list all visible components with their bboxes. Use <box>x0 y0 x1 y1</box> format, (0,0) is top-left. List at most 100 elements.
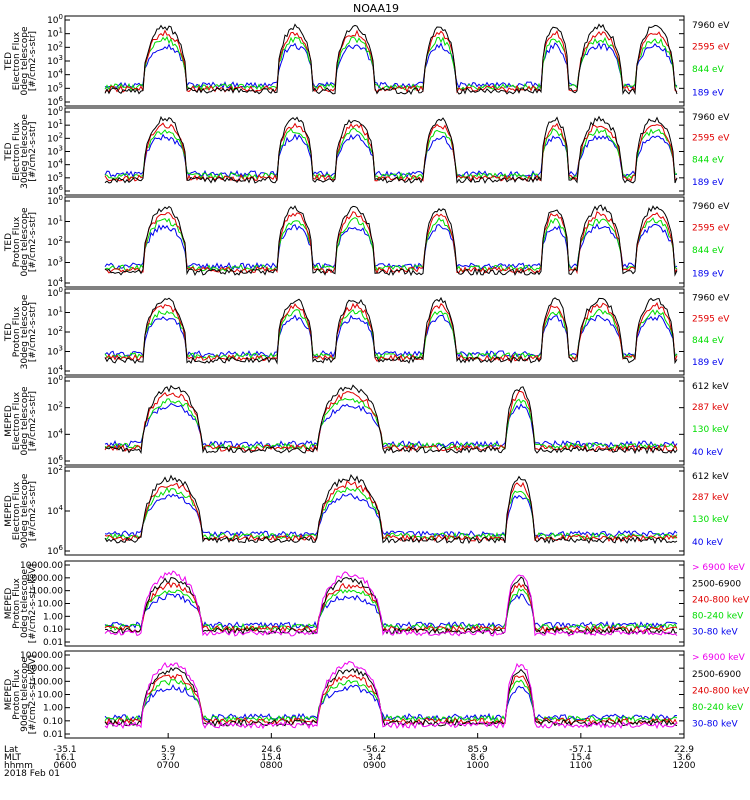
legend-entry: 7960 eV <box>692 294 730 304</box>
series-trace <box>104 570 678 637</box>
x-tick-mlt: 15.4 <box>571 753 591 763</box>
y-axis-label-line: Proton Flux <box>12 669 22 720</box>
y-axis-label-line: MEPED <box>4 405 14 437</box>
y-axis-label-line: 0deg telescope <box>20 26 30 96</box>
series-trace <box>104 133 678 179</box>
y-tick-label: 0.10 <box>43 717 63 727</box>
y-tick-label: 105 <box>47 171 63 184</box>
y-axis-label-line: 30deg telescope <box>20 294 30 369</box>
y-tick-label: 106 <box>47 95 63 108</box>
y-tick-label: 102 <box>47 401 63 414</box>
x-tick-hhmm: 1200 <box>673 761 696 771</box>
y-axis-label-line: Proton Flux <box>12 216 22 267</box>
y-tick-label: 0.01 <box>43 730 63 740</box>
y-tick-label: 100 <box>47 194 63 207</box>
legend-entry: 844 eV <box>692 155 725 165</box>
series-trace <box>104 302 678 363</box>
y-axis-label-line: TED <box>4 233 14 252</box>
y-tick-label: 10000.00 <box>20 561 63 571</box>
x-tick-lat: -35.1 <box>53 745 76 755</box>
y-axis-label-line: [#/cm2-s-str] <box>28 481 38 541</box>
y-tick-label: 104 <box>47 276 63 289</box>
y-tick-label: 10000.00 <box>20 651 63 661</box>
y-axis-label-line: 90deg telescope <box>20 473 30 548</box>
legend-entry: > 6900 keV <box>692 563 746 573</box>
x-tick-hhmm: 0800 <box>260 761 283 771</box>
y-tick-label: 106 <box>47 454 63 467</box>
y-tick-label: 100 <box>47 286 63 299</box>
series-trace <box>104 684 678 722</box>
y-axis-label-line: TED <box>4 52 14 71</box>
y-tick-label: 103 <box>47 54 63 67</box>
y-tick-label: 102 <box>47 131 63 144</box>
legend-entry: 240-800 keV <box>692 686 750 696</box>
y-axis-label-line: Proton Flux <box>12 578 22 629</box>
y-tick-label: 102 <box>47 325 63 338</box>
series-trace <box>104 384 678 455</box>
y-tick-label: 1.00 <box>43 704 63 714</box>
series-trace <box>104 122 678 183</box>
y-axis-label-line: [#/cm2-s-str] <box>28 212 38 272</box>
series-trace <box>104 41 678 90</box>
series-trace <box>104 397 677 451</box>
y-tick-label: 100 <box>47 374 63 387</box>
legend-entry: 30-80 keV <box>692 719 738 729</box>
x-tick-lat: 5.9 <box>161 745 176 755</box>
legend-entry: 189 eV <box>692 89 725 99</box>
y-tick-label: 102 <box>47 464 63 477</box>
legend-entry: 80-240 keV <box>692 612 744 622</box>
x-tick-mlt: 8.6 <box>471 753 486 763</box>
y-tick-label: 100.00 <box>32 677 64 687</box>
legend-entry: 189 eV <box>692 270 725 280</box>
y-axis-label-line: 0deg telescope <box>20 386 30 456</box>
y-axis-label-line: [#/cm2-s-str] <box>28 31 38 91</box>
legend-entry: 130 keV <box>692 425 729 435</box>
y-tick-label: 104 <box>47 68 63 81</box>
legend-entry: 2595 eV <box>692 134 730 144</box>
x-tick-hhmm: 0600 <box>54 761 77 771</box>
y-axis-label-line: MEPED <box>4 588 14 620</box>
legend-entry: 844 eV <box>692 246 725 256</box>
y-tick-label: 0.10 <box>43 625 63 635</box>
x-row-label: MLT <box>4 753 22 763</box>
y-tick-label: 102 <box>47 40 63 53</box>
panel-frame <box>64 288 685 376</box>
series-trace <box>104 127 678 181</box>
x-row-label: 2018 Feb 01 <box>4 769 60 779</box>
y-tick-label: 103 <box>47 345 63 358</box>
y-tick-label: 1.00 <box>43 612 63 622</box>
x-row-label: hhmm <box>4 761 33 771</box>
legend-entry: 2500-6900 <box>692 670 741 680</box>
legend-entry: 240-800 keV <box>692 595 750 605</box>
x-tick-mlt: 16.1 <box>55 753 75 763</box>
legend-entry: 2595 eV <box>692 314 730 324</box>
y-tick-label: 101 <box>47 306 63 319</box>
legend-entry: 7960 eV <box>692 113 730 123</box>
y-axis-label-line: [#/cm2-s-str-keV] <box>28 564 38 643</box>
y-axis-label-line: Electron Flux <box>12 31 22 90</box>
x-tick-lat: -57.1 <box>569 745 592 755</box>
y-tick-label: 101 <box>47 215 63 228</box>
panel-frame <box>64 376 685 466</box>
y-axis-label-line: TED <box>4 323 14 342</box>
series-trace <box>104 314 678 359</box>
x-tick-lat: 85.9 <box>468 745 488 755</box>
y-axis-label-line: [#/cm2-s-str] <box>28 302 38 362</box>
legend-entry: 7960 eV <box>692 202 730 212</box>
series-trace <box>104 35 678 92</box>
y-tick-label: 106 <box>47 184 63 197</box>
y-tick-label: 102 <box>47 235 63 248</box>
y-tick-label: 101 <box>47 118 63 131</box>
y-axis-label-line: 90deg telescope <box>20 657 30 732</box>
y-tick-label: 104 <box>47 364 63 377</box>
y-axis-label-line: 0deg telescope <box>20 207 30 277</box>
panel-frame <box>64 466 685 556</box>
legend-entry: 2500-6900 <box>692 579 741 589</box>
y-axis-label-line: 0deg telescope <box>20 569 30 639</box>
series-trace <box>104 391 678 453</box>
y-tick-label: 104 <box>47 158 63 171</box>
